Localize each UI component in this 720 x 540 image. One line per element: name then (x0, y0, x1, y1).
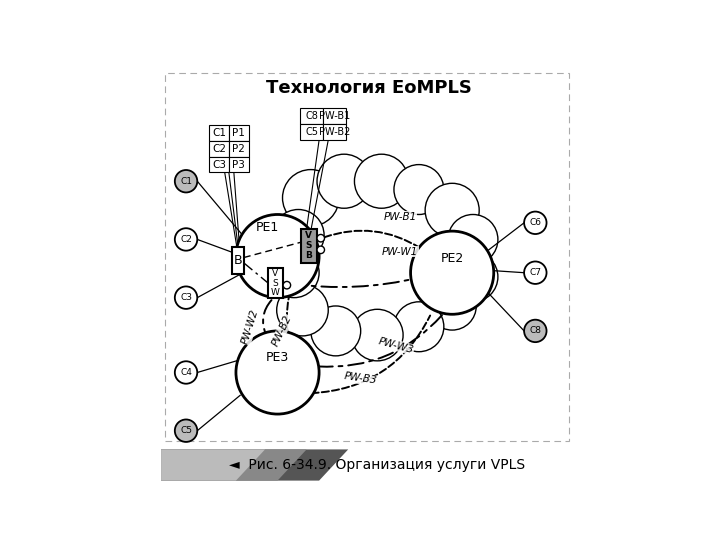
Bar (268, 268, 283, 298)
Text: PW-B3: PW-B3 (343, 372, 378, 386)
Circle shape (236, 331, 319, 414)
Text: PW-W1: PW-W1 (382, 247, 418, 257)
Bar (166, 73, 569, 441)
Circle shape (175, 286, 197, 309)
Polygon shape (161, 449, 348, 481)
Text: V
S
W: V S W (271, 269, 280, 298)
Circle shape (175, 361, 197, 384)
Text: PW-W2: PW-W2 (240, 308, 261, 346)
Circle shape (425, 183, 480, 238)
Bar (209, 125, 229, 141)
Circle shape (448, 252, 498, 302)
Text: PW-B1: PW-B1 (384, 212, 417, 221)
Circle shape (175, 420, 197, 442)
Text: C6: C6 (529, 218, 541, 227)
Text: B: B (234, 254, 243, 267)
Text: C4: C4 (180, 368, 192, 377)
Text: C2: C2 (180, 235, 192, 244)
Circle shape (236, 214, 319, 298)
Circle shape (276, 285, 328, 336)
Circle shape (524, 212, 546, 234)
Text: C2: C2 (212, 144, 226, 154)
Text: C5: C5 (305, 127, 318, 137)
Text: C8: C8 (529, 326, 541, 335)
Text: P2: P2 (233, 144, 246, 154)
Text: PE2: PE2 (441, 252, 464, 265)
Circle shape (317, 154, 371, 208)
Text: PW-W3: PW-W3 (377, 336, 415, 355)
Text: P1: P1 (233, 128, 246, 138)
Circle shape (269, 248, 319, 298)
Text: PW-B1: PW-B1 (319, 111, 351, 122)
Circle shape (410, 231, 494, 314)
Text: V
S
B: V S B (305, 232, 312, 260)
Bar (209, 157, 229, 172)
Text: C8: C8 (305, 111, 318, 122)
Circle shape (317, 246, 325, 254)
Bar (229, 157, 249, 172)
Text: Технология EoMPLS: Технология EoMPLS (266, 79, 472, 97)
Bar (323, 109, 346, 124)
Circle shape (428, 282, 476, 330)
Circle shape (311, 306, 361, 356)
Text: ◄  Рис. 6-34.9. Организация услуги VPLS: ◄ Рис. 6-34.9. Организация услуги VPLS (229, 458, 526, 472)
Bar (323, 124, 346, 140)
Circle shape (394, 165, 444, 214)
Text: C1: C1 (212, 128, 226, 138)
Text: C7: C7 (529, 268, 541, 277)
Text: PE3: PE3 (266, 352, 289, 365)
Bar (301, 228, 317, 263)
Circle shape (283, 281, 291, 289)
Circle shape (175, 170, 197, 192)
Text: C3: C3 (212, 160, 226, 170)
Circle shape (273, 210, 324, 261)
Polygon shape (161, 449, 265, 481)
Text: C1: C1 (180, 177, 192, 186)
Circle shape (175, 228, 197, 251)
Bar (209, 141, 229, 157)
Polygon shape (161, 449, 307, 481)
Bar (229, 141, 249, 157)
Bar (300, 124, 323, 140)
Text: PW-B2: PW-B2 (319, 127, 351, 137)
Circle shape (394, 302, 444, 352)
Circle shape (282, 170, 339, 226)
Bar (233, 247, 244, 274)
Bar (300, 109, 323, 124)
Text: PE1: PE1 (256, 221, 279, 234)
Circle shape (524, 320, 546, 342)
Circle shape (317, 234, 325, 242)
Circle shape (448, 214, 498, 265)
Text: C3: C3 (180, 293, 192, 302)
Circle shape (351, 309, 403, 361)
Bar (229, 125, 249, 141)
Circle shape (524, 261, 546, 284)
Text: P3: P3 (233, 160, 246, 170)
Text: C5: C5 (180, 426, 192, 435)
Text: PW-B2: PW-B2 (270, 314, 293, 348)
Circle shape (354, 154, 408, 208)
